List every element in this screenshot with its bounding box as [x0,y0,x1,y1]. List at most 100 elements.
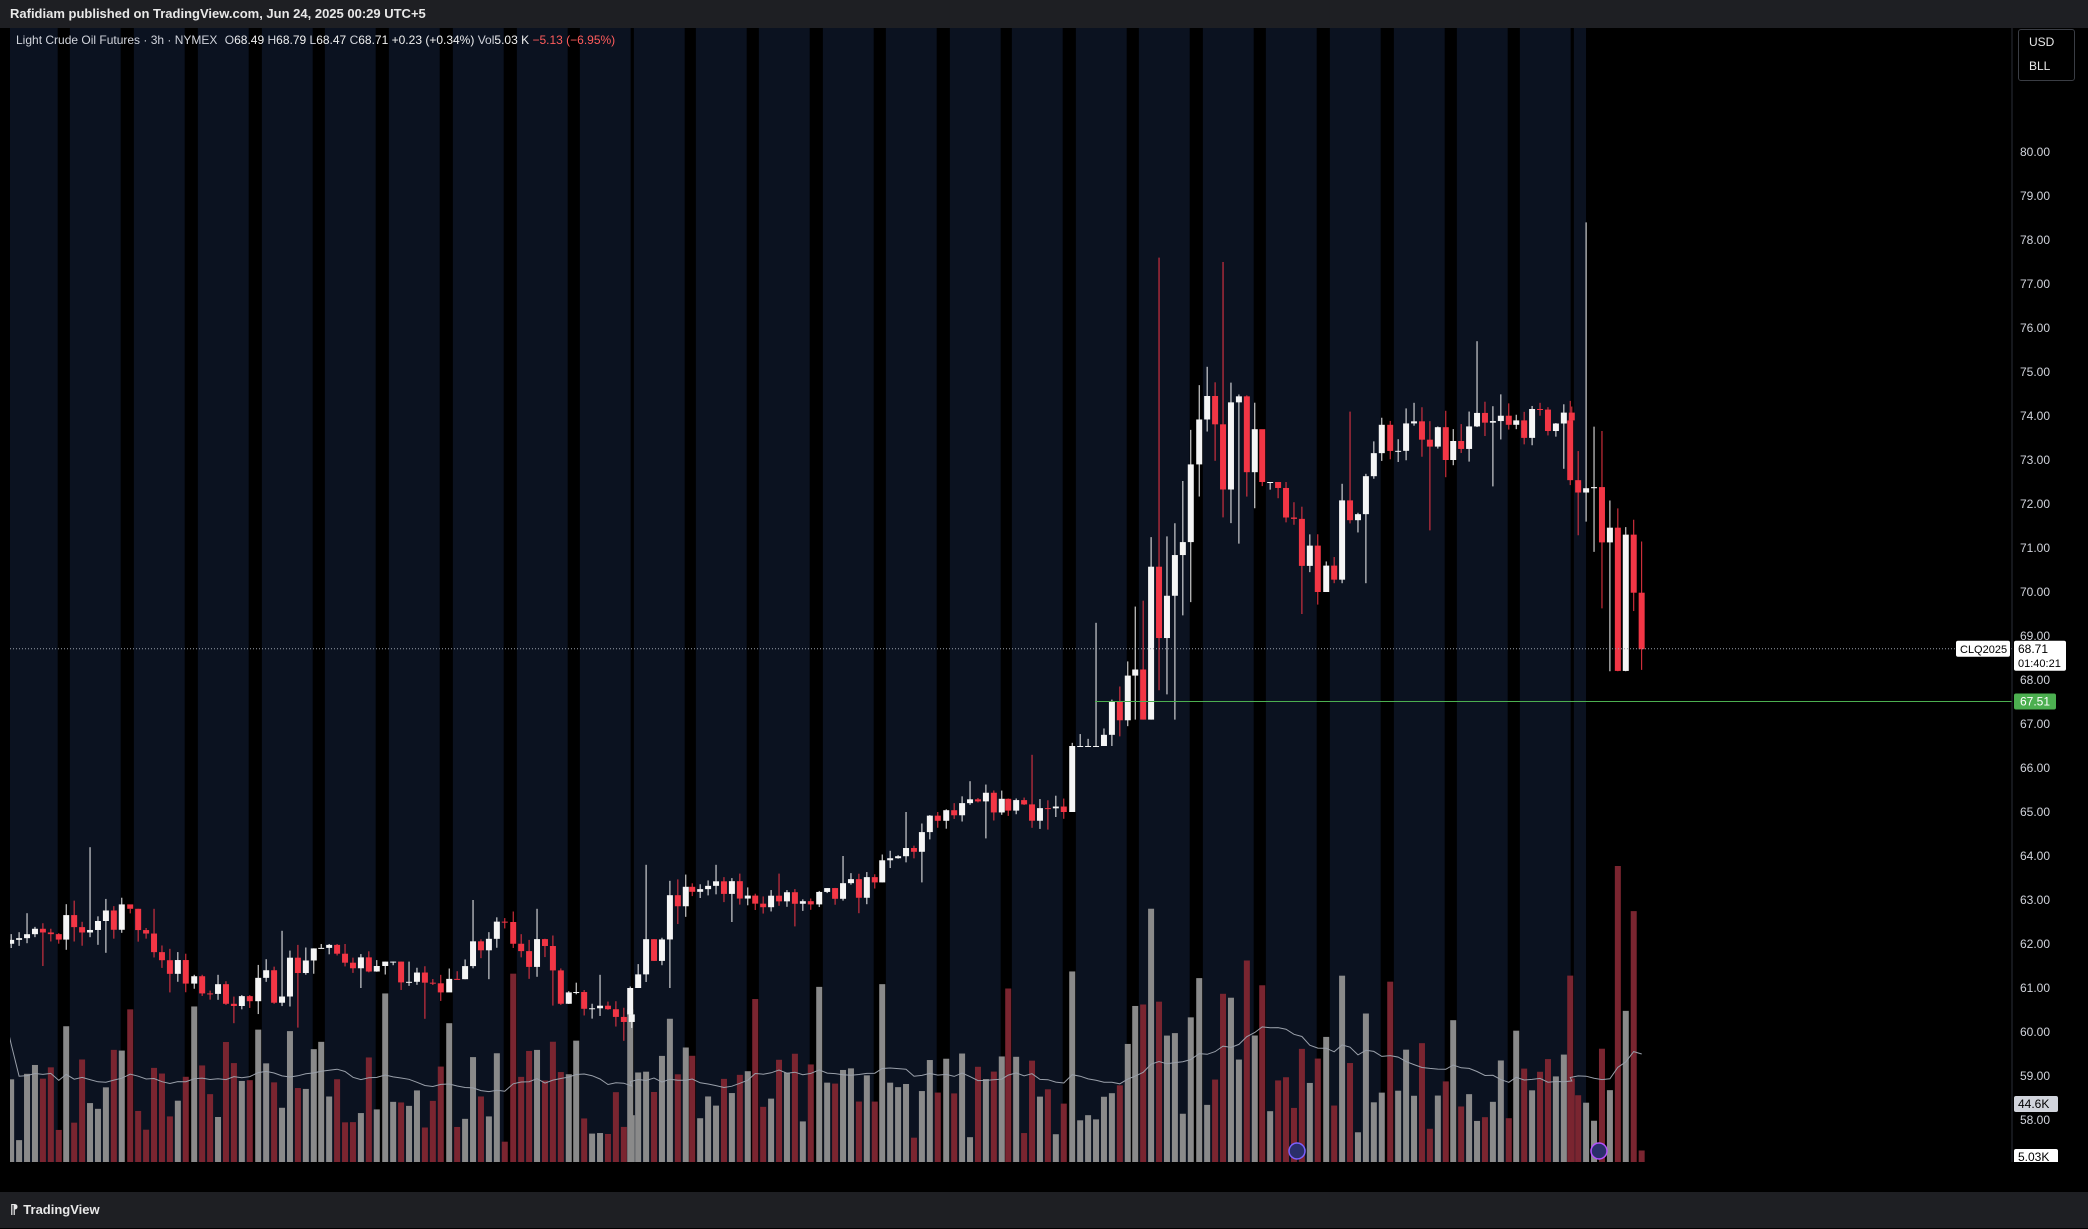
candle-body [1052,806,1059,809]
volume-bar [1251,1035,1258,1162]
volume-bar [1521,1068,1528,1162]
volume-bar [1552,1076,1559,1162]
candle-body [166,960,173,974]
volume-bar [118,1050,125,1162]
level-price-label: 67.51 [2020,695,2050,709]
y-tick-label: 74.00 [2020,409,2050,423]
candle-body [1275,482,1282,488]
candle-body [1259,429,1266,482]
candle-body [1060,806,1067,812]
session-band [1011,28,1063,1162]
candle-body [127,904,134,909]
volume-bar [863,1075,870,1162]
candle-body [1306,545,1313,566]
volume-bar [10,1079,15,1162]
candle-body [1370,453,1377,477]
volume-bar [974,1066,981,1162]
candle-body [24,934,31,939]
event-marker-icon[interactable] [1288,1142,1306,1160]
high-value: 68.79 [276,33,307,47]
volume-bar [1544,1059,1551,1162]
candle-body [1622,534,1629,671]
candle-body [760,903,767,908]
volume-bar [557,1072,564,1162]
volume-bar [1314,1058,1321,1162]
volume-bar [697,1118,704,1162]
candle-body [63,915,70,940]
volume-ma-label: 44.6K [2018,1097,2049,1111]
volume-bar [565,1074,572,1162]
candle-body [597,1005,604,1009]
volume-bar [1235,1059,1242,1162]
candle-body [207,993,214,995]
volume-bar [1630,911,1637,1162]
lightning-marker-icon[interactable] [1590,1142,1608,1160]
volume-bar [879,984,886,1162]
candle-body [390,961,397,963]
currency-label[interactable]: USD [2029,35,2055,49]
candle-body [462,966,469,980]
candle-body [1505,415,1512,425]
symbol-description[interactable]: Light Crude Oil Futures · 3h · NYMEX [16,33,218,47]
candle-body [182,960,189,984]
candle-body [39,928,46,933]
volume-bar [16,1140,23,1162]
candle-body [573,992,580,994]
session-band [1393,28,1445,1162]
candle-body [1323,565,1330,592]
candle-body [365,957,372,972]
volume-bar [1267,1111,1274,1162]
candle-body [1591,487,1598,489]
candle-body [1196,419,1203,465]
volume-bar [182,1076,189,1162]
candle-body [1085,746,1092,747]
volume-bar [895,1087,902,1162]
candle-body [398,961,405,983]
open-value: 68.49 [234,33,265,47]
volume-bar [1179,1113,1186,1162]
y-tick-label: 61.00 [2020,981,2050,995]
candle-body [589,1008,596,1010]
volume-bar [1275,1080,1282,1162]
volume-bar [1306,1082,1313,1162]
volume-bar [222,1042,229,1162]
candle-body [1021,800,1028,805]
volume-bar [349,1122,356,1162]
candle-body [1598,487,1605,543]
volume-value: 5.03 K [494,33,530,47]
candle-body [310,948,317,961]
candle-body [1243,396,1250,473]
footer-bar: ⁋ TradingView [0,1192,2088,1228]
volume-bar [1442,1081,1449,1162]
candle-body [840,883,847,899]
volume-bar [31,1064,38,1162]
chart-panel[interactable]: 57.0058.0059.0060.0061.0062.0063.0064.00… [10,28,2078,1162]
currency-unit-selector[interactable]: USD BLL [2018,29,2075,81]
candle-body [94,920,101,930]
volume-bar [102,1087,109,1162]
candle-body [1108,701,1115,735]
volume-bar [326,1096,333,1162]
candle-body [1156,566,1163,639]
volume-bar [589,1133,596,1162]
candle-body [1283,487,1290,518]
candle-body [238,996,245,1006]
candle-body [1466,426,1473,449]
volume-bar [612,1092,619,1162]
candle-body [1212,395,1219,425]
unit-label[interactable]: BLL [2029,59,2051,73]
tradingview-brand[interactable]: ⁋ TradingView [10,1192,100,1229]
candle-body [612,1009,619,1017]
y-tick-label: 65.00 [2020,805,2050,819]
candle-body [230,1003,237,1006]
volume-bar [110,1049,117,1162]
candle-body [1489,421,1496,423]
volume-bar [1529,1090,1536,1162]
candlestick-chart[interactable]: 57.0058.0059.0060.0061.0062.0063.0064.00… [10,28,2078,1162]
candle-body [1204,395,1211,420]
volume-bar [255,1029,262,1162]
candle-body [158,952,165,961]
volume-bar [635,1072,642,1162]
open-label: O [224,33,235,47]
volume-bar [1622,1010,1629,1162]
